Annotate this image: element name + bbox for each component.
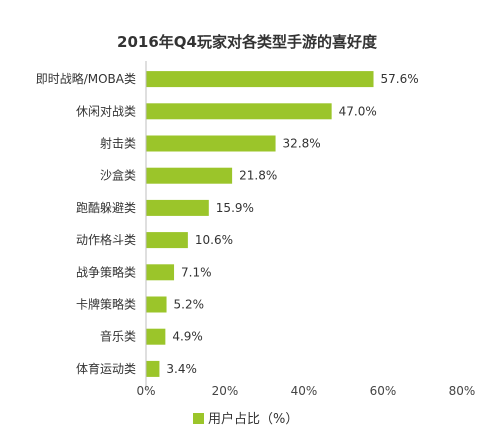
x-tick-label: 0% xyxy=(136,384,155,398)
bar-cat-0 xyxy=(146,71,374,88)
legend-swatch xyxy=(193,413,204,424)
value-label: 3.4% xyxy=(166,362,197,376)
bar-cat-1 xyxy=(146,103,332,120)
x-tick-label: 20% xyxy=(212,384,239,398)
category-label: 休闲对战类 xyxy=(76,104,136,118)
x-axis: 0% 20% 40% 60% 80% xyxy=(136,61,475,398)
value-label: 47.0% xyxy=(339,104,377,118)
bar-cat-5 xyxy=(146,232,188,249)
chart-title: 2016年Q4玩家对各类型手游的喜好度 xyxy=(117,33,378,51)
category-label: 射击类 xyxy=(100,136,136,151)
category-label: 跑酷躲避类 xyxy=(76,200,136,215)
x-tick-label: 40% xyxy=(291,384,318,398)
value-label: 32.8% xyxy=(283,137,321,151)
category-label: 沙盒类 xyxy=(100,168,136,183)
bar-cat-8 xyxy=(146,328,166,345)
bar-cat-2 xyxy=(146,135,276,152)
bars-group: 即时战略/MOBA类 57.6% 休闲对战类 47.0% 射击类 32.8% 沙盒类 21.8… xyxy=(36,71,419,377)
value-label: 10.6% xyxy=(195,233,233,247)
category-label: 即时战略/MOBA类 xyxy=(36,71,136,86)
value-label: 7.1% xyxy=(181,265,212,279)
bar-cat-9 xyxy=(146,360,160,377)
category-label: 音乐类 xyxy=(100,329,136,344)
category-label: 体育运动类 xyxy=(76,361,136,376)
category-label: 动作格斗类 xyxy=(76,232,136,247)
bar-cat-6 xyxy=(146,264,175,281)
legend: 用户占比（%） xyxy=(193,411,298,427)
x-tick-label: 80% xyxy=(449,384,476,398)
bar-cat-4 xyxy=(146,199,209,216)
legend-label: 用户占比（%） xyxy=(208,411,298,427)
x-tick-label: 60% xyxy=(370,384,397,398)
category-label: 卡牌策略类 xyxy=(76,297,136,312)
value-label: 15.9% xyxy=(216,201,254,215)
value-label: 57.6% xyxy=(381,72,419,86)
bar-cat-7 xyxy=(146,296,167,313)
value-label: 4.9% xyxy=(172,330,203,344)
value-label: 21.8% xyxy=(239,169,277,183)
value-label: 5.2% xyxy=(174,298,205,312)
category-label: 战争策略类 xyxy=(76,264,136,279)
bar-cat-3 xyxy=(146,167,233,184)
